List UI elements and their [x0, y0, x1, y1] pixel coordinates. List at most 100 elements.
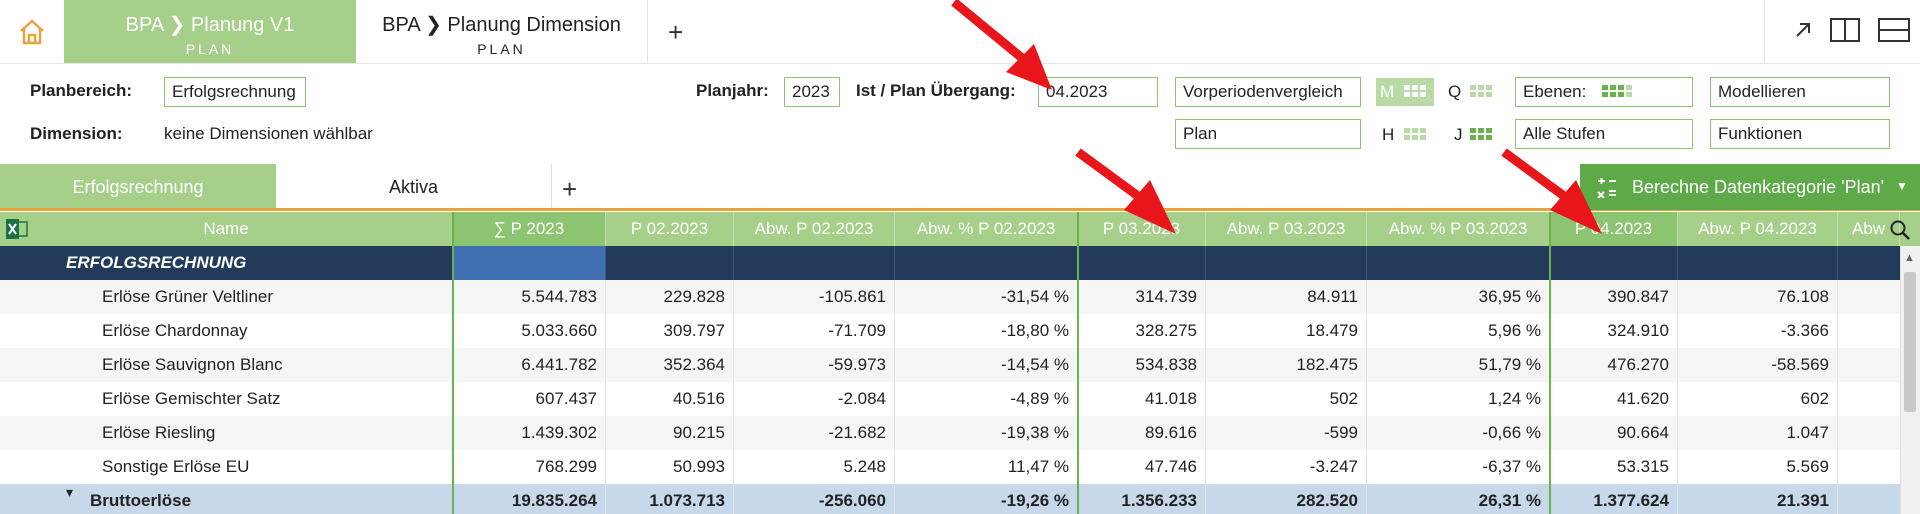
column-header[interactable]: Name: [0, 212, 453, 246]
value-cell[interactable]: -0,66 %: [1367, 416, 1550, 450]
value-cell[interactable]: 1.439.302: [453, 416, 606, 450]
value-cell[interactable]: -19,26 %: [895, 484, 1078, 514]
value-cell[interactable]: 768.299: [453, 450, 606, 484]
total-row[interactable]: ▾ Bruttoerlöse 19.835.264 1.073.713 -256.060…: [0, 484, 1900, 514]
halfyear-label[interactable]: H: [1382, 125, 1395, 144]
value-cell[interactable]: [1206, 246, 1367, 280]
collapse-toggle-icon[interactable]: ▾: [66, 484, 74, 500]
funktionen-button[interactable]: Funktionen: [1710, 119, 1890, 149]
scrollbar-thumb[interactable]: [1904, 272, 1916, 412]
value-cell[interactable]: 90.215: [606, 416, 734, 450]
value-cell[interactable]: 41.018: [1078, 382, 1206, 416]
value-cell[interactable]: [734, 246, 895, 280]
value-cell[interactable]: -31,54 %: [895, 280, 1078, 314]
planbereich-select[interactable]: Erfolgsrechnung: [164, 77, 306, 107]
value-cell[interactable]: 51,79 %: [1367, 348, 1550, 382]
split-vertical-icon[interactable]: [1829, 16, 1861, 44]
table-row[interactable]: Erlöse Riesling 1.439.302 90.215 -21.682 -19…: [0, 416, 1900, 450]
value-cell[interactable]: 21.391: [1678, 484, 1838, 514]
value-cell[interactable]: 1.356.233: [1078, 484, 1206, 514]
value-cell[interactable]: -71.709: [734, 314, 895, 348]
column-header[interactable]: P 03.2023: [1078, 212, 1206, 246]
tab-aktiva[interactable]: Aktiva: [276, 164, 552, 210]
period-month-toggle[interactable]: M: [1376, 78, 1434, 106]
column-header[interactable]: Abw. % P 02.2023: [895, 212, 1078, 246]
value-cell[interactable]: 89.616: [1078, 416, 1206, 450]
value-cell[interactable]: 229.828: [606, 280, 734, 314]
stufen-select[interactable]: Alle Stufen: [1515, 119, 1693, 149]
value-cell[interactable]: 76.108: [1678, 280, 1838, 314]
value-cell[interactable]: 1.073.713: [606, 484, 734, 514]
value-cell[interactable]: -3.247: [1206, 450, 1367, 484]
value-cell[interactable]: [1678, 246, 1838, 280]
value-cell[interactable]: 314.739: [1078, 280, 1206, 314]
value-cell[interactable]: 602: [1678, 382, 1838, 416]
value-cell[interactable]: 19.835.264: [453, 484, 606, 514]
table-row[interactable]: Sonstige Erlöse EU 768.299 50.993 5.248 11,4…: [0, 450, 1900, 484]
table-row[interactable]: Erlöse Sauvignon Blanc 6.441.782 352.364 -5…: [0, 348, 1900, 382]
value-cell[interactable]: 11,47 %: [895, 450, 1078, 484]
column-header[interactable]: P 02.2023: [606, 212, 734, 246]
value-cell[interactable]: 36,95 %: [1367, 280, 1550, 314]
value-cell[interactable]: -14,54 %: [895, 348, 1078, 382]
dropdown-caret-icon[interactable]: ▼: [1896, 179, 1908, 193]
value-cell[interactable]: 1.047: [1678, 416, 1838, 450]
value-cell[interactable]: 390.847: [1550, 280, 1678, 314]
halfyear-grid-icon[interactable]: [1404, 128, 1426, 140]
value-cell[interactable]: 26,31 %: [1367, 484, 1550, 514]
ebenen-select[interactable]: Ebenen:: [1515, 77, 1693, 107]
column-header[interactable]: Abw: [1838, 212, 1900, 246]
tab-erfolgsrechnung[interactable]: Erfolgsrechnung: [0, 164, 276, 210]
value-cell[interactable]: 6.441.782: [453, 348, 606, 382]
value-cell[interactable]: 182.475: [1206, 348, 1367, 382]
modellieren-button[interactable]: Modellieren: [1710, 77, 1890, 107]
value-cell[interactable]: 607.437: [453, 382, 606, 416]
vergleich-select[interactable]: Vorperiodenvergleich: [1175, 77, 1361, 107]
value-cell[interactable]: 18.479: [1206, 314, 1367, 348]
value-cell[interactable]: [606, 246, 734, 280]
tab-planung-v1[interactable]: BPA ❯ Planung V1 PLAN: [64, 0, 356, 63]
value-cell[interactable]: 309.797: [606, 314, 734, 348]
home-button[interactable]: [0, 0, 64, 63]
value-cell[interactable]: [1367, 246, 1550, 280]
value-cell[interactable]: 324.910: [1550, 314, 1678, 348]
quarter-label[interactable]: Q: [1448, 82, 1462, 101]
value-cell[interactable]: 50.993: [606, 450, 734, 484]
section-row[interactable]: ERFOLGSRECHNUNG: [0, 246, 1900, 280]
planjahr-select[interactable]: 2023: [784, 77, 840, 107]
value-cell[interactable]: 5.033.660: [453, 314, 606, 348]
calculate-category-button[interactable]: Berechne Datenkategorie 'Plan' ▼: [1580, 164, 1920, 210]
excel-export-icon[interactable]: [6, 219, 28, 239]
value-cell[interactable]: 47.746: [1078, 450, 1206, 484]
value-cell[interactable]: 5.248: [734, 450, 895, 484]
column-header[interactable]: Abw. % P 03.2023: [1367, 212, 1550, 246]
table-row[interactable]: Erlöse Chardonnay 5.033.660 309.797 -71.709…: [0, 314, 1900, 348]
table-row[interactable]: Erlöse Grüner Veltliner 5.544.783 229.828-…: [0, 280, 1900, 314]
value-cell[interactable]: 84.911: [1206, 280, 1367, 314]
column-header[interactable]: Abw. P 04.2023: [1678, 212, 1838, 246]
year-grid-icon[interactable]: [1470, 128, 1492, 140]
value-cell[interactable]: [1550, 246, 1678, 280]
value-cell[interactable]: 5,96 %: [1367, 314, 1550, 348]
value-cell[interactable]: 1,24 %: [1367, 382, 1550, 416]
value-cell[interactable]: -58.569: [1678, 348, 1838, 382]
value-cell[interactable]: [1078, 246, 1206, 280]
value-cell[interactable]: 5.544.783: [453, 280, 606, 314]
search-icon[interactable]: [1888, 218, 1912, 242]
column-header[interactable]: ∑ P 2023: [453, 212, 606, 246]
value-cell[interactable]: -59.973: [734, 348, 895, 382]
value-cell[interactable]: 53.315: [1550, 450, 1678, 484]
column-header[interactable]: P 04.2023: [1550, 212, 1678, 246]
year-label[interactable]: J: [1454, 125, 1463, 144]
value-cell[interactable]: 502: [1206, 382, 1367, 416]
value-cell[interactable]: -3.366: [1678, 314, 1838, 348]
expand-arrow-icon[interactable]: [1789, 16, 1817, 44]
value-cell[interactable]: -256.060: [734, 484, 895, 514]
value-cell[interactable]: -2.084: [734, 382, 895, 416]
value-cell[interactable]: 41.620: [1550, 382, 1678, 416]
value-cell[interactable]: 352.364: [606, 348, 734, 382]
value-cell[interactable]: 534.838: [1078, 348, 1206, 382]
datenkategorie-select[interactable]: Plan: [1175, 119, 1361, 149]
value-cell[interactable]: -105.861: [734, 280, 895, 314]
split-horizontal-icon[interactable]: [1877, 16, 1911, 44]
